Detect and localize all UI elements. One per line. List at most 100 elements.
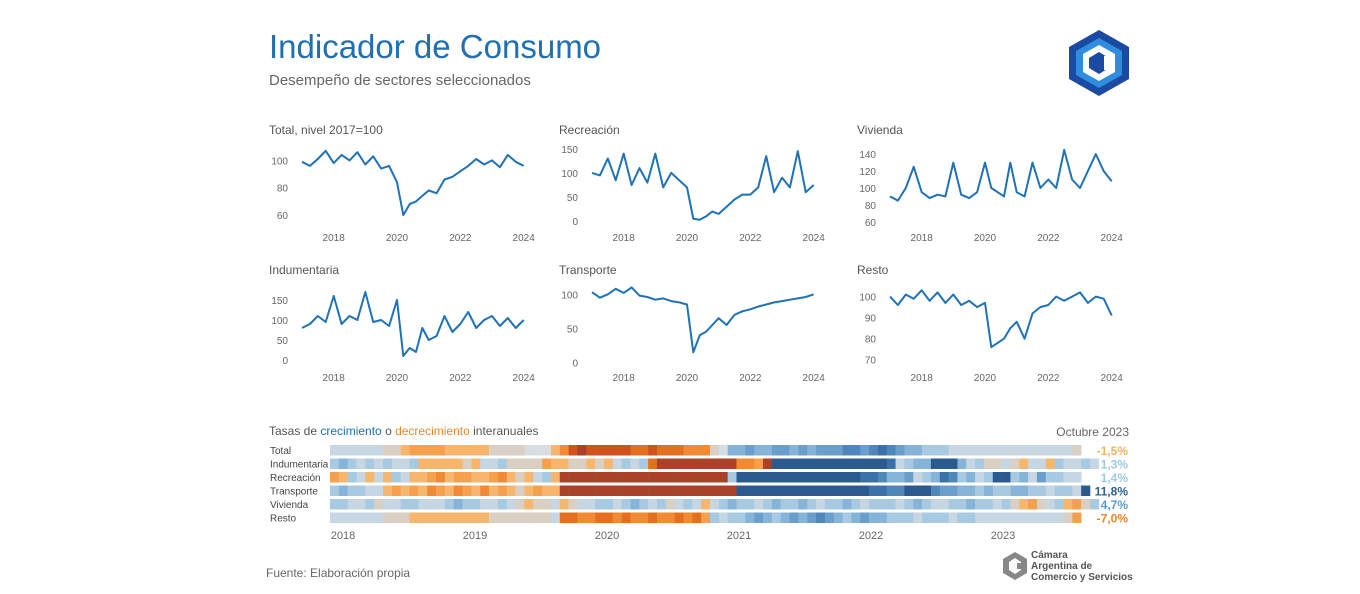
heatmap-cell xyxy=(939,445,949,456)
y-tick-label: 100 xyxy=(271,316,288,327)
heatmap-cell xyxy=(1072,485,1082,496)
heatmap-cell xyxy=(692,485,702,496)
heatmap-cell xyxy=(1028,445,1038,456)
heatmap-cell xyxy=(559,485,569,496)
heatmap-row-label: Indumentaria xyxy=(270,460,329,471)
heatmap-cell xyxy=(338,458,348,469)
heatmap-cell xyxy=(550,512,561,523)
heatmap-cell xyxy=(338,499,348,510)
heatmap-cell xyxy=(595,472,605,483)
chart-vivienda: 60 80 100 120 140 2018 2020 2022 2024 xyxy=(859,148,1123,244)
heatmap-cell xyxy=(550,499,561,510)
heatmap-cell xyxy=(780,485,790,496)
heatmap-cell xyxy=(692,445,702,456)
chart-resto: 70 80 90 100 2018 2020 2022 2024 xyxy=(859,289,1123,384)
heatmap-cell xyxy=(710,445,720,456)
heatmap-cell xyxy=(1072,499,1082,510)
heatmap-cell xyxy=(930,445,941,456)
heatmap-cell xyxy=(542,485,552,496)
heatmap-cell xyxy=(356,512,366,523)
heatmap-cell xyxy=(568,512,578,523)
heatmap-row-label: Total xyxy=(270,446,291,457)
heatmap-cell xyxy=(515,445,525,456)
heatmap-cell xyxy=(550,485,561,496)
heatmap-cell xyxy=(710,472,720,483)
heatmap-cell xyxy=(577,485,587,496)
heatmap-cell xyxy=(798,485,808,496)
heatmap-x-tick: 2023 xyxy=(991,530,1015,542)
heatmap-cell xyxy=(612,512,622,523)
heatmap-cell xyxy=(674,472,684,483)
heatmap-cell xyxy=(656,472,667,483)
heatmap-cell xyxy=(727,458,737,469)
heatmap-cell xyxy=(851,458,861,469)
y-tick-label: 50 xyxy=(567,193,579,204)
y-tick-label: 60 xyxy=(277,211,289,222)
heatmap-cell xyxy=(603,458,614,469)
x-tick-label: 2018 xyxy=(613,373,636,384)
heatmap-cell xyxy=(524,472,534,483)
heatmap-cell xyxy=(754,512,764,523)
heatmap-cell xyxy=(1001,458,1011,469)
heatmap-cell xyxy=(595,445,605,456)
y-tick-label: 0 xyxy=(572,217,578,228)
heatmap-cell xyxy=(480,512,490,523)
heatmap-cell xyxy=(427,458,437,469)
heatmap-cell xyxy=(497,485,508,496)
y-tick-label: 80 xyxy=(865,335,877,346)
heatmap-cell xyxy=(948,499,958,510)
x-tick-label: 2022 xyxy=(739,233,762,244)
heatmap-cell xyxy=(524,512,534,523)
heatmap-cell xyxy=(789,485,799,496)
heatmap-cell xyxy=(665,458,675,469)
heatmap-cell xyxy=(718,485,728,496)
heatmap-cell xyxy=(789,499,799,510)
heatmap-cell xyxy=(436,512,446,523)
heatmap-cell xyxy=(409,445,419,456)
heatmap-cell xyxy=(780,445,790,456)
cac-logo-icon xyxy=(1069,30,1129,96)
heatmap-cell xyxy=(524,458,534,469)
heatmap-cell xyxy=(462,512,472,523)
heatmap-cell xyxy=(745,512,755,523)
org-name: Cámara Argentina de Comercio y Servicios xyxy=(1031,550,1133,583)
heatmap-cell xyxy=(374,512,384,523)
heatmap-cell xyxy=(497,472,508,483)
page-subtitle: Desempeño de sectores seleccionados xyxy=(269,72,531,89)
heatmap-cell xyxy=(975,485,985,496)
heatmap-cell xyxy=(1010,472,1020,483)
heatmap-cell xyxy=(798,512,808,523)
heatmap-cell xyxy=(833,445,843,456)
y-tick-label: 150 xyxy=(271,296,288,307)
heatmap-cell xyxy=(736,485,746,496)
heatmap-cell xyxy=(957,445,967,456)
heatmap-cell xyxy=(436,445,446,456)
heatmap-cell xyxy=(860,445,870,456)
heatmap-cell xyxy=(692,458,702,469)
heatmap-cell xyxy=(330,485,340,496)
heatmap-cell xyxy=(347,485,357,496)
heatmap-cell xyxy=(860,499,870,510)
heatmap-cell xyxy=(983,512,994,523)
heatmap-cell xyxy=(612,458,622,469)
heatmap-cell xyxy=(992,512,1002,523)
heatmap-cell xyxy=(639,512,649,523)
heatmap-cell xyxy=(374,499,384,510)
heatmap-cell xyxy=(648,445,658,456)
heatmap-cell xyxy=(418,472,428,483)
heatmap-cell xyxy=(816,499,826,510)
heatmap-cell xyxy=(577,445,587,456)
heatmap-cell xyxy=(763,485,773,496)
cac-small-logo-icon xyxy=(1003,552,1027,580)
heatmap-cell xyxy=(886,445,896,456)
heatmap-cell xyxy=(833,512,843,523)
heatmap-cell xyxy=(453,499,463,510)
heatmap-cell xyxy=(648,499,658,510)
heatmap-cell xyxy=(515,499,525,510)
heatmap-cell xyxy=(639,499,649,510)
heatmap-cell xyxy=(1045,445,1055,456)
heatmap-cell xyxy=(948,445,958,456)
heatmap-cell xyxy=(904,458,914,469)
heatmap-cell xyxy=(648,485,658,496)
heatmap-cell xyxy=(365,472,375,483)
